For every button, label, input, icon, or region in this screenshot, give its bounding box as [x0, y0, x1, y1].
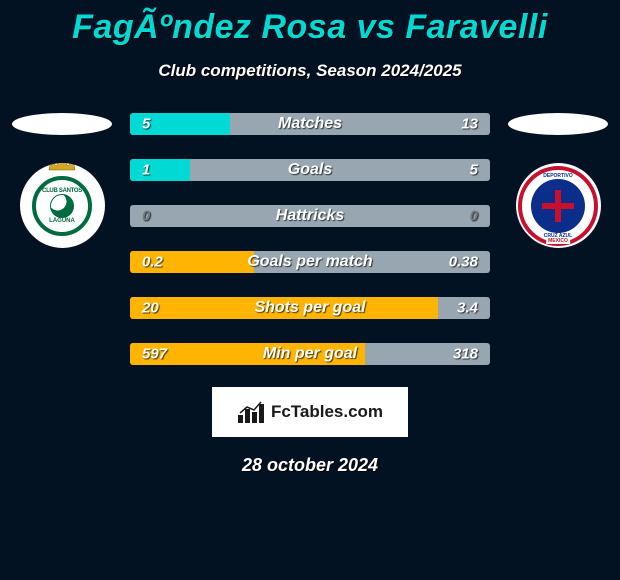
bar-value-left: 1 — [142, 162, 150, 179]
date-text: 28 october 2024 — [0, 455, 620, 476]
bar-value-left: 597 — [142, 346, 167, 363]
bar-label: Min per goal — [263, 345, 357, 363]
left-club-logo — [20, 163, 105, 248]
stat-bars: 5 Matches 13 1 Goals 5 0 Hattricks 0 0.2 Goals per… — [130, 113, 490, 365]
right-player-column: DEPORTIVO CRUZ AZUL MEXICO — [498, 113, 618, 365]
bar-value-left: 0 — [142, 208, 150, 225]
bar-value-right: 0 — [470, 208, 478, 225]
comparison-panel: 5 Matches 13 1 Goals 5 0 Hattricks 0 0.2 Goals per… — [0, 113, 620, 365]
stat-bar-row: 0 Hattricks 0 — [130, 205, 490, 227]
bar-label: Shots per goal — [254, 299, 365, 317]
bar-value-right: 318 — [453, 346, 478, 363]
bar-label: Matches — [278, 115, 342, 133]
bar-value-right: 3.4 — [457, 300, 478, 317]
stat-bar-row: 20 Shots per goal 3.4 — [130, 297, 490, 319]
right-player-name-pill — [508, 113, 608, 135]
bar-label: Goals per match — [247, 253, 372, 271]
bar-value-right: 13 — [461, 116, 478, 133]
page-title: FagÃºndez Rosa vs Faravelli — [0, 0, 620, 47]
bar-fill — [130, 159, 190, 181]
brand-box: FcTables.com — [212, 387, 408, 437]
left-player-name-pill — [12, 113, 112, 135]
stat-bar-row: 597 Min per goal 318 — [130, 343, 490, 365]
bar-label: Hattricks — [276, 207, 344, 225]
bar-value-left: 20 — [142, 300, 159, 317]
bar-value-right: 5 — [470, 162, 478, 179]
bar-label: Goals — [288, 161, 332, 179]
bar-value-left: 0.2 — [142, 254, 163, 271]
page-subtitle: Club competitions, Season 2024/2025 — [0, 61, 620, 81]
stat-bar-row: 1 Goals 5 — [130, 159, 490, 181]
left-player-column — [2, 113, 122, 365]
bar-value-left: 5 — [142, 116, 150, 133]
stat-bar-row: 0.2 Goals per match 0.38 — [130, 251, 490, 273]
stat-bar-row: 5 Matches 13 — [130, 113, 490, 135]
bar-value-right: 0.38 — [449, 254, 478, 271]
brand-text: FcTables.com — [271, 402, 383, 422]
right-club-logo: DEPORTIVO CRUZ AZUL MEXICO — [516, 163, 601, 248]
brand-bars-icon — [237, 401, 265, 423]
